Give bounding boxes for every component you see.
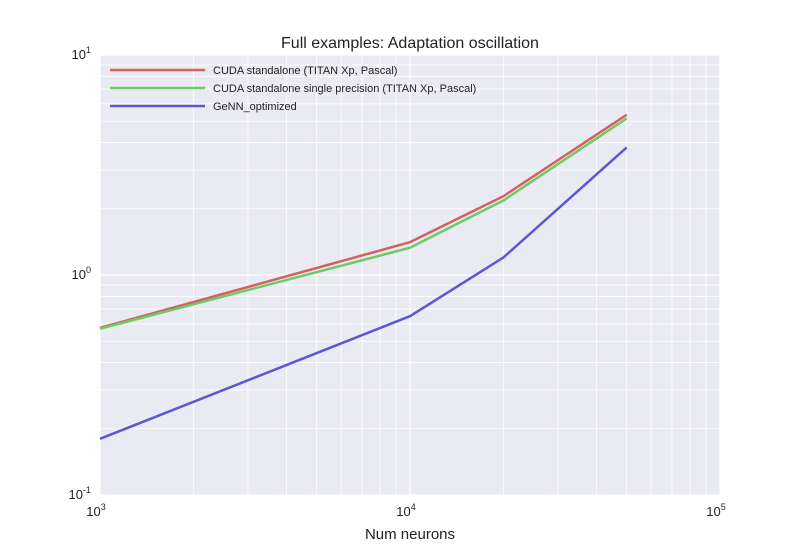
series-layer bbox=[99, 113, 628, 441]
series-line-3 bbox=[99, 146, 628, 441]
y-tick-label: 10-1 bbox=[69, 485, 91, 502]
x-tick-labels: 103 104 105 bbox=[86, 502, 725, 519]
legend-label-1: CUDA standalone (TITAN Xp, Pascal) bbox=[213, 65, 397, 77]
legend-label-2: CUDA standalone single precision (TITAN … bbox=[213, 83, 476, 95]
series-line-2 bbox=[99, 117, 628, 330]
x-axis-label: Num neurons bbox=[365, 526, 455, 543]
major-grid bbox=[99, 54, 721, 496]
chart-title: Full examples: Adaptation oscillation bbox=[281, 35, 539, 52]
y-tick-label: 101 bbox=[72, 45, 91, 62]
x-tick-label: 104 bbox=[396, 502, 415, 519]
y-tick-label: 100 bbox=[72, 265, 91, 282]
x-tick-label: 103 bbox=[86, 502, 105, 519]
series-line-1 bbox=[99, 113, 628, 330]
legend: CUDA standalone (TITAN Xp, Pascal) CUDA s… bbox=[110, 65, 476, 113]
x-tick-label: 105 bbox=[706, 502, 725, 519]
y-tick-labels: 10-1 100 101 bbox=[69, 45, 91, 502]
legend-label-3: GeNN_optimized bbox=[213, 101, 297, 113]
